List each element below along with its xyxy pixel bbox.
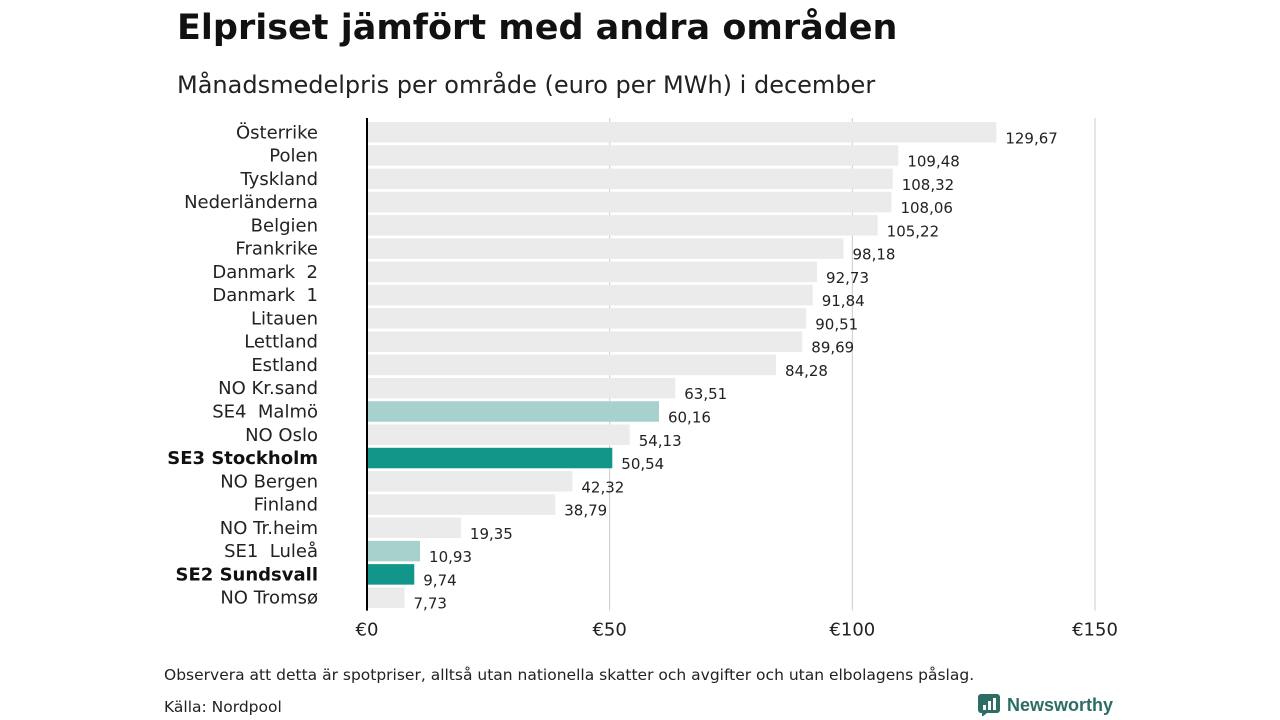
category-label: Lettland (244, 332, 318, 353)
bar (367, 215, 878, 236)
category-label: Polen (269, 146, 318, 167)
value-label: 92,73 (826, 269, 869, 287)
bar (367, 122, 997, 143)
chart-subtitle: Månadsmedelpris per område (euro per MWh… (177, 71, 876, 99)
bar (367, 145, 899, 166)
bar (367, 354, 777, 376)
value-label: 91,84 (822, 292, 865, 310)
bar (367, 517, 461, 539)
value-label: 84,28 (785, 362, 828, 380)
bar (367, 377, 676, 399)
bar (367, 424, 630, 446)
category-label: Danmark 2 (212, 262, 318, 283)
bar-chart: Österrike 129,67 Polen 109,48 Tyskland 108,32… (167, 118, 1118, 641)
brand-name: Newsworthy (1007, 694, 1114, 715)
footnote: Observera att detta är spotpriser, allts… (164, 666, 975, 684)
bar (367, 284, 813, 306)
category-label: NO Tr.heim (220, 518, 318, 539)
value-label: 109,48 (907, 153, 960, 171)
category-label: SE3 Stockholm (167, 448, 318, 469)
category-label: NO Tromsø (220, 588, 318, 609)
brand-logo: Newsworthy (978, 694, 1113, 716)
newsworthy-logo-icon (978, 694, 1000, 716)
value-label: 10,93 (429, 548, 472, 566)
bar (367, 168, 893, 190)
bar (367, 494, 556, 515)
bar (367, 540, 421, 562)
category-label: Finland (254, 495, 318, 516)
value-label: 108,06 (900, 199, 953, 217)
category-label: NO Bergen (220, 471, 318, 492)
bar (367, 331, 803, 352)
x-tick-label: €100 (829, 620, 875, 641)
value-label: 129,67 (1005, 129, 1058, 147)
category-label: Tyskland (239, 169, 318, 190)
category-label: Nederländerna (184, 192, 318, 213)
category-label: SE1 Luleå (224, 541, 318, 562)
category-label: Danmark 1 (212, 285, 318, 306)
category-label: NO Oslo (245, 425, 318, 446)
value-label: 9,74 (423, 571, 456, 589)
chart-title: Elpriset jämfört med andra områden (177, 8, 898, 48)
category-label: Frankrike (235, 239, 318, 260)
value-label: 42,32 (581, 478, 624, 496)
bar (367, 401, 659, 422)
value-label: 98,18 (853, 246, 896, 264)
value-label: 89,69 (811, 339, 854, 357)
category-label: Litauen (251, 308, 318, 329)
bar (367, 261, 818, 283)
x-tick-label: €150 (1072, 620, 1118, 641)
value-label: 50,54 (621, 455, 664, 473)
x-tick-label: €50 (592, 620, 626, 641)
bar (367, 308, 807, 329)
category-label: Belgien (251, 215, 318, 236)
bar (367, 564, 415, 585)
value-label: 19,35 (470, 525, 513, 543)
value-label: 54,13 (639, 432, 682, 450)
bar (367, 471, 573, 492)
value-label: 63,51 (684, 385, 727, 403)
bar (367, 238, 844, 259)
category-label: SE4 Malmö (212, 401, 318, 422)
value-label: 7,73 (414, 595, 447, 613)
bar (367, 587, 405, 608)
category-label: NO Kr.sand (218, 378, 318, 399)
category-label: Estland (251, 355, 318, 376)
category-label: SE2 Sundsvall (176, 564, 318, 585)
bar (367, 447, 613, 469)
value-label: 105,22 (887, 222, 940, 240)
x-tick-label: €0 (356, 620, 379, 641)
value-label: 60,16 (668, 408, 711, 426)
value-label: 38,79 (564, 502, 607, 520)
value-label: 108,32 (902, 176, 955, 194)
bar (367, 191, 892, 213)
value-label: 90,51 (815, 315, 858, 333)
source-note: Källa: Nordpool (164, 698, 282, 716)
category-label: Österrike (236, 121, 318, 143)
